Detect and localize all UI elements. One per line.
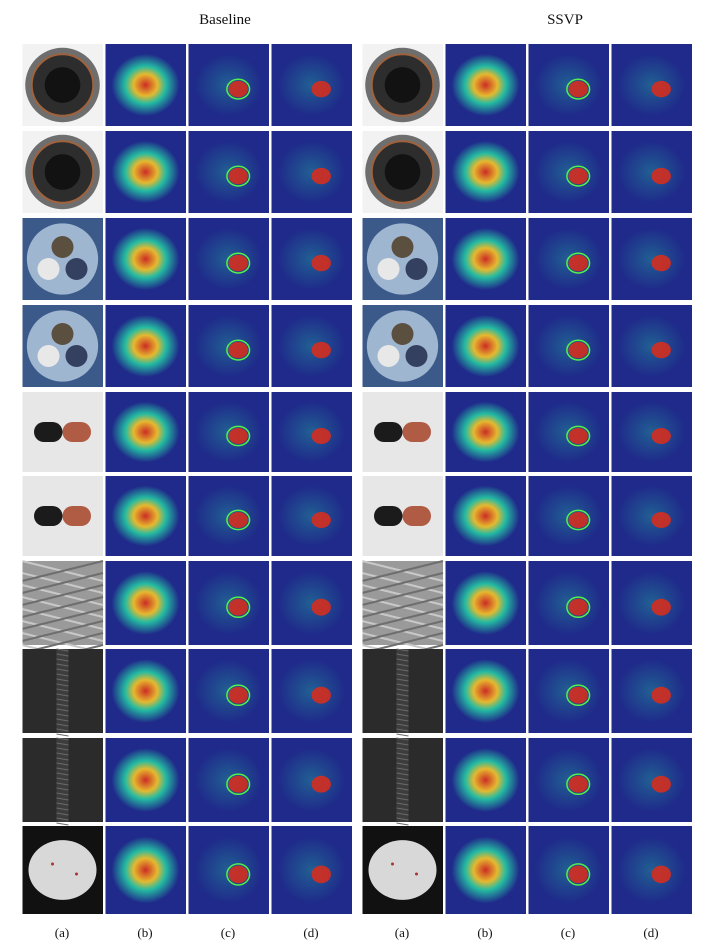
col-label-b-left: (b)	[137, 925, 153, 940]
baseline-title: Baseline	[199, 12, 251, 28]
col-label-c-left: (c)	[220, 925, 236, 940]
ssvp-title: SSVP	[547, 12, 583, 28]
col-label-c-right: (c)	[560, 925, 576, 940]
col-label-a-right: (a)	[394, 925, 410, 940]
col-label-d-left: (d)	[303, 925, 319, 940]
col-label-d-right: (d)	[643, 925, 659, 940]
col-label-a-left: (a)	[54, 925, 70, 940]
col-label-b-right: (b)	[477, 925, 493, 940]
